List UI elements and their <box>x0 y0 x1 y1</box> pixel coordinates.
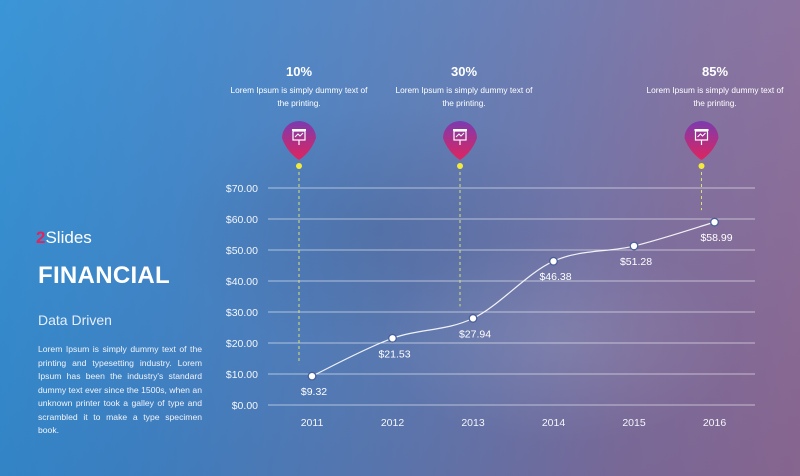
y-tick-label: $50.00 <box>226 245 258 257</box>
x-tick-label: 2016 <box>703 417 727 429</box>
y-tick-label: $10.00 <box>226 369 258 381</box>
series-line-path <box>311 221 715 377</box>
callout-percent: 85% <box>701 64 729 79</box>
y-tick-label: $70.00 <box>226 183 258 195</box>
location-pin-icon <box>282 121 316 160</box>
callout-marker-dot <box>457 163 463 169</box>
brand-name: Slides <box>45 228 92 247</box>
data-point-2012 <box>388 333 397 343</box>
callout-text: Lorem Ipsum is simply dummy text of the … <box>395 85 533 108</box>
x-tick-label: 2011 <box>301 417 324 429</box>
brand-logo: 2Slides <box>36 228 92 248</box>
data-label-2011: $9.32 <box>301 386 327 398</box>
x-tick-label: 2014 <box>542 417 566 429</box>
callout-percent: 10% <box>285 64 313 79</box>
series-line <box>311 221 715 377</box>
callout-2011: 10% Lorem Ipsum is simply dummy text of … <box>229 64 369 109</box>
callout-pins <box>282 121 719 169</box>
x-tick-label: 2012 <box>381 417 405 429</box>
location-pin-icon <box>443 121 477 160</box>
data-points: $9.32 $21.53 $27.94 $46.38 $51.28 $58.99 <box>301 217 733 398</box>
data-point-2016 <box>710 217 719 227</box>
x-tick-label: 2013 <box>461 417 485 429</box>
location-pin-icon <box>684 121 719 160</box>
board-top <box>694 129 709 131</box>
callout-2013: 30% Lorem Ipsum is simply dummy text of … <box>394 64 534 109</box>
data-point-2014 <box>549 256 558 266</box>
data-point-2015 <box>629 241 639 251</box>
y-tick-label: $40.00 <box>226 276 258 288</box>
data-label-2016: $58.99 <box>700 232 732 244</box>
board-top <box>292 129 306 131</box>
board-top <box>453 129 467 131</box>
callout-percent: 30% <box>450 64 478 79</box>
brand-number: 2 <box>36 228 46 247</box>
board-graph <box>697 132 706 138</box>
callout-leader-lines <box>298 166 702 365</box>
x-tick-label: 2015 <box>622 417 646 429</box>
board-graph <box>294 132 304 138</box>
board-graph <box>455 132 465 138</box>
callout-text: Lorem Ipsum is simply dummy text of the … <box>646 85 784 108</box>
data-label-2015: $51.28 <box>620 256 652 268</box>
callout-marker-dot <box>698 163 705 169</box>
data-label-2012: $21.53 <box>378 348 410 360</box>
data-point-2011 <box>307 371 317 381</box>
page-title: FINANCIAL <box>38 262 171 289</box>
callout-marker-dot <box>296 163 302 169</box>
gridlines: $0.00 $10.00 $20.00 $30.00 $40.00 $50.00 $60.0… <box>226 183 755 429</box>
data-point-2013 <box>468 313 478 323</box>
data-label-2014: $46.38 <box>539 271 571 283</box>
body-paragraph: Lorem Ipsum is simply dummy text of the … <box>38 344 202 435</box>
y-tick-label: $60.00 <box>226 214 258 226</box>
y-tick-label: $30.00 <box>226 307 258 319</box>
callout-2016: 85% Lorem Ipsum is simply dummy text of … <box>645 64 785 109</box>
y-tick-label: $0.00 <box>232 400 258 412</box>
page-subtitle: Data Driven <box>38 312 112 328</box>
y-tick-label: $20.00 <box>226 338 258 350</box>
data-label-2013: $27.94 <box>459 328 491 340</box>
callout-text: Lorem Ipsum is simply dummy text of the … <box>230 85 368 108</box>
